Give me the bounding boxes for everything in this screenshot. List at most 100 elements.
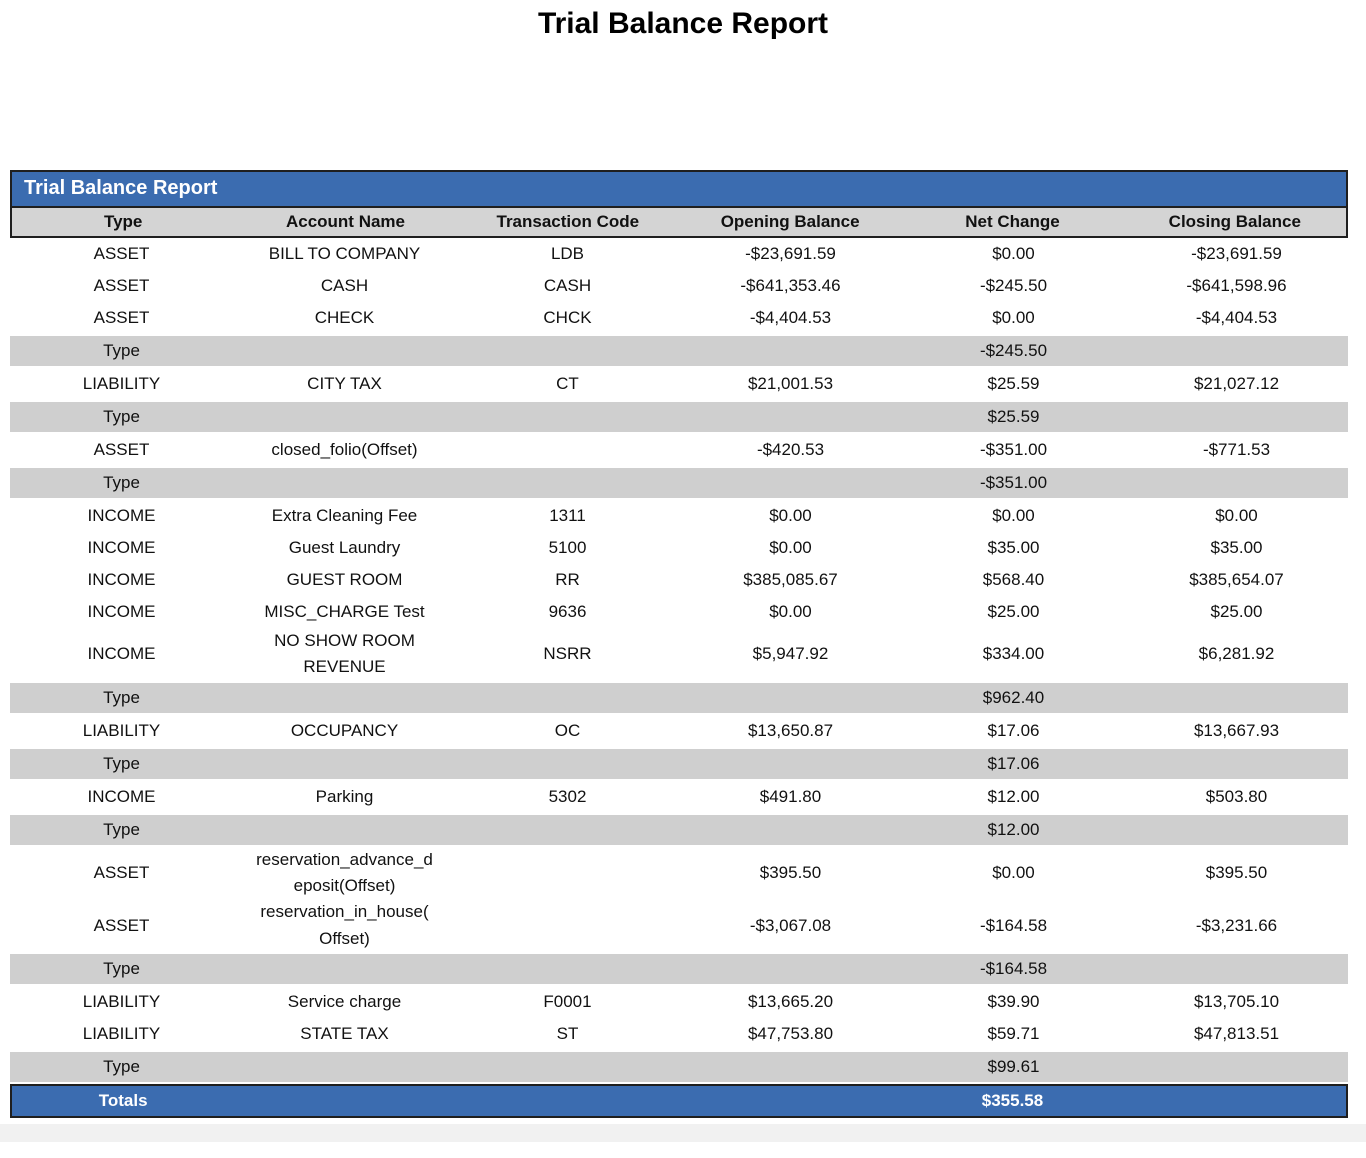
cell-net-change: $334.00 (982, 644, 1045, 664)
cell-transaction-code: F0001 (543, 991, 592, 1011)
type-subtotal-label: Type (103, 753, 140, 773)
cell-type: INCOME (87, 505, 156, 525)
type-subtotal-label: Type (103, 687, 140, 707)
cell-net-change: $25.00 (987, 601, 1040, 621)
cell-opening-balance: -$4,404.53 (749, 307, 832, 327)
cell-opening-balance: -$23,691.59 (745, 243, 836, 263)
cell-type: LIABILITY (82, 991, 161, 1011)
page-title: Trial Balance Report (537, 7, 829, 40)
type-subtotal-net-change: $17.06 (987, 753, 1040, 773)
table-row: INCOME MISC_CHARGE Test 9636 $0.00 $25.00 $25… (10, 596, 1348, 628)
cell-net-change: $0.00 (992, 505, 1035, 525)
type-subtotal-label: Type (103, 340, 140, 360)
cell-type: ASSET (93, 915, 150, 935)
cell-type: LIABILITY (82, 720, 161, 740)
page-bottom-strip (0, 1124, 1366, 1143)
cell-opening-balance: $21,001.53 (747, 373, 834, 393)
cell-opening-balance: $5,947.92 (752, 644, 829, 664)
cell-opening-balance: $13,665.20 (747, 991, 834, 1011)
type-subtotal-label: Type (103, 472, 140, 492)
cell-opening-balance: -$641,353.46 (740, 275, 841, 295)
column-header-type: Type (103, 211, 143, 231)
cell-opening-balance: $0.00 (769, 537, 812, 557)
table-row: INCOME Parking 5302 $491.80 $12.00 $503.80 (10, 780, 1348, 813)
totals-row: Totals $355.58 (10, 1084, 1348, 1119)
cell-closing-balance: $13,667.93 (1193, 720, 1280, 740)
cell-net-change: $17.06 (987, 720, 1040, 740)
totals-label: Totals (98, 1090, 148, 1110)
type-subtotal-row: Type $17.06 (10, 748, 1348, 779)
column-header-closing-balance: Closing Balance (1168, 211, 1301, 231)
cell-opening-balance: $0.00 (769, 601, 812, 621)
type-subtotal-row: Type $12.00 (10, 814, 1348, 845)
cell-account-name: reservation_in_house( Offset) (260, 902, 429, 948)
cell-transaction-code: CT (556, 373, 579, 393)
cell-account-name: BILL TO COMPANY (268, 243, 421, 263)
cell-type: ASSET (93, 307, 150, 327)
cell-closing-balance: $47,813.51 (1193, 1023, 1280, 1043)
cell-opening-balance: $395.50 (759, 862, 822, 882)
cell-closing-balance: -$641,598.96 (1186, 275, 1287, 295)
table-row: INCOME GUEST ROOM RR $385,085.67 $568.40 $385… (10, 564, 1348, 596)
cell-type: ASSET (93, 243, 150, 263)
type-subtotal-row: Type -$351.00 (10, 468, 1348, 498)
cell-closing-balance: -$4,404.53 (1195, 307, 1278, 327)
cell-type: INCOME (87, 569, 156, 589)
table-row: INCOME Guest Laundry 5100 $0.00 $35.00 $35.00 (10, 532, 1348, 564)
type-subtotal-row: Type -$164.58 (10, 954, 1348, 985)
column-header-net-change: Net Change (965, 211, 1060, 231)
cell-type: INCOME (87, 601, 156, 621)
table-row: INCOME NO SHOW ROOM REVENUE NSRR $5,947.92 $… (10, 628, 1348, 681)
cell-transaction-code: RR (555, 569, 580, 589)
cell-closing-balance: $395.50 (1205, 862, 1268, 882)
type-subtotal-label: Type (103, 958, 140, 978)
cell-transaction-code: ST (556, 1023, 579, 1043)
cell-type: LIABILITY (82, 1023, 161, 1043)
cell-account-name: STATE TAX (300, 1023, 389, 1043)
cell-transaction-code: NSRR (543, 644, 592, 664)
type-subtotal-label: Type (103, 1056, 140, 1076)
cell-net-change: $0.00 (992, 243, 1035, 263)
type-subtotal-row: Type $962.40 (10, 682, 1348, 713)
cell-opening-balance: $385,085.67 (743, 569, 838, 589)
cell-closing-balance: $0.00 (1215, 505, 1258, 525)
type-subtotal-row: Type -$245.50 (10, 336, 1348, 366)
cell-net-change: -$351.00 (979, 439, 1048, 459)
cell-closing-balance: $13,705.10 (1193, 991, 1280, 1011)
report-header-bar: Trial Balance Report (10, 170, 1348, 206)
cell-transaction-code: 1311 (549, 505, 586, 525)
cell-net-change: $0.00 (992, 862, 1035, 882)
table-row: ASSET reservation_advance_d eposit(Offset… (10, 846, 1348, 900)
table-row: LIABILITY OCCUPANCY OC $13,650.87 $17.06 $13,… (10, 714, 1348, 747)
table-body: ASSET BILL TO COMPANY LDB -$23,691.59 $0.00 -… (10, 238, 1348, 1119)
cell-net-change: $59.71 (987, 1023, 1040, 1043)
cell-account-name: MISC_CHARGE Test (264, 601, 425, 621)
table-row: ASSET reservation_in_house( Offset) -$3,06… (10, 899, 1348, 953)
cell-type: INCOME (87, 537, 156, 557)
cell-transaction-code: 5302 (548, 786, 587, 806)
cell-account-name: NO SHOW ROOM REVENUE (274, 631, 415, 677)
cell-closing-balance: -$3,231.66 (1195, 915, 1278, 935)
type-subtotal-net-change: -$351.00 (979, 472, 1048, 492)
cell-type: ASSET (93, 439, 150, 459)
cell-type: ASSET (93, 862, 150, 882)
cell-net-change: $35.00 (987, 537, 1040, 557)
cell-transaction-code: 5100 (548, 537, 587, 557)
type-subtotal-row: Type $99.61 (10, 1052, 1348, 1083)
type-subtotal-net-change: -$245.50 (979, 340, 1048, 360)
cell-account-name: reservation_advance_d eposit(Offset) (256, 849, 433, 896)
table-row: INCOME Extra Cleaning Fee 1311 $0.00 $0.00 $0… (10, 500, 1348, 532)
cell-closing-balance: -$23,691.59 (1191, 243, 1282, 263)
cell-opening-balance: $491.80 (759, 786, 822, 806)
cell-opening-balance: $13,650.87 (747, 720, 834, 740)
column-header-opening-balance: Opening Balance (720, 211, 860, 231)
cell-account-name: Guest Laundry (288, 537, 401, 557)
cell-account-name: Parking (315, 786, 374, 806)
cell-account-name: CHECK (314, 307, 375, 327)
cell-type: LIABILITY (82, 373, 161, 393)
cell-transaction-code: 9636 (548, 601, 587, 621)
cell-net-change: $568.40 (982, 569, 1045, 589)
cell-closing-balance: $25.00 (1210, 601, 1263, 621)
column-header-row: Type Account Name Transaction Code Openi… (10, 206, 1348, 238)
cell-closing-balance: $35.00 (1210, 537, 1263, 557)
